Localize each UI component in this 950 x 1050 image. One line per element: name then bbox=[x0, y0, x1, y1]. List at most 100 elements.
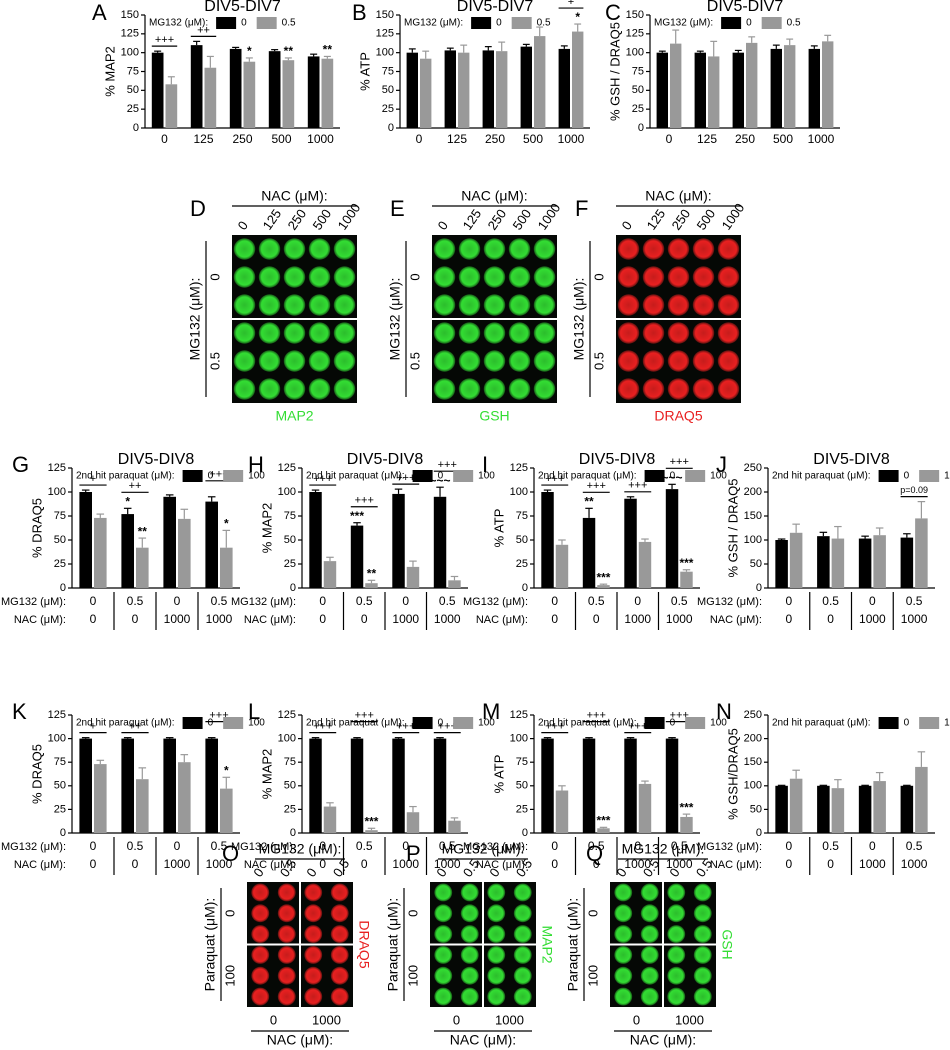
significance-mark: ** bbox=[323, 43, 333, 57]
y-tick-label: 100 bbox=[278, 733, 296, 745]
well bbox=[533, 238, 556, 260]
chart-title: DIV5-DIV8 bbox=[813, 451, 890, 468]
panel-letter: B bbox=[352, 0, 367, 25]
y-tick-label: 75 bbox=[516, 510, 528, 522]
y-axis-label: % GSH / DRAQ5 bbox=[725, 479, 740, 578]
well bbox=[458, 266, 481, 288]
y-tick-label: 125 bbox=[278, 709, 296, 721]
bar bbox=[873, 535, 886, 588]
y-tick-label: 50 bbox=[516, 534, 528, 546]
bar bbox=[282, 60, 295, 129]
legend-swatch bbox=[182, 717, 203, 729]
well bbox=[283, 378, 306, 400]
x-tick-label: 500 bbox=[773, 132, 793, 146]
well bbox=[640, 966, 659, 985]
well bbox=[283, 238, 306, 260]
well bbox=[508, 378, 531, 400]
y-tick-label: 150 bbox=[744, 756, 762, 768]
y-tick-label: 25 bbox=[54, 803, 66, 815]
well bbox=[693, 904, 712, 923]
significance-mark: *** bbox=[596, 814, 610, 828]
well bbox=[304, 987, 323, 1006]
well bbox=[487, 925, 506, 944]
well bbox=[277, 883, 296, 902]
column-label: 0.5 bbox=[330, 856, 353, 879]
legend-swatch bbox=[721, 17, 742, 29]
category-row-title: NAC (μM): bbox=[476, 859, 528, 871]
comparison-mark: +++ bbox=[587, 480, 606, 492]
well bbox=[508, 266, 531, 288]
legend-swatch bbox=[412, 470, 433, 482]
category-row-title: MG132 (μM): bbox=[1, 841, 66, 853]
well bbox=[251, 987, 270, 1006]
x-tick-label: 0 bbox=[90, 612, 97, 626]
bar bbox=[541, 738, 554, 833]
x-tick-label: 0 bbox=[634, 839, 641, 853]
legend-label: 100 bbox=[944, 471, 950, 482]
well bbox=[433, 266, 456, 288]
y-tick-label: 25 bbox=[382, 103, 394, 115]
bar bbox=[121, 738, 134, 833]
legend-label: 100 bbox=[710, 471, 727, 482]
y-tick-label: 100 bbox=[744, 534, 762, 546]
well bbox=[614, 945, 633, 964]
comparison-mark: ++ bbox=[197, 24, 210, 36]
legend-swatch bbox=[182, 470, 203, 482]
bar bbox=[163, 496, 176, 588]
row-label: 0 bbox=[407, 273, 422, 280]
column-label: 500 bbox=[309, 206, 334, 232]
well bbox=[283, 266, 306, 288]
row-title: Paraquat (μM): bbox=[565, 898, 581, 992]
well bbox=[277, 945, 296, 964]
bar bbox=[582, 738, 596, 833]
well bbox=[333, 238, 356, 260]
y-tick-label: 25 bbox=[54, 558, 66, 570]
y-tick-label: 125 bbox=[48, 709, 66, 721]
chart-title: DIV5-DIV8 bbox=[118, 451, 195, 468]
bar bbox=[406, 566, 420, 588]
well bbox=[617, 378, 640, 400]
bar bbox=[746, 42, 758, 128]
bar bbox=[178, 762, 191, 833]
legend-label: 0 bbox=[208, 718, 214, 729]
bar bbox=[858, 785, 872, 833]
well bbox=[692, 294, 715, 316]
stain-label: GSH bbox=[719, 929, 735, 959]
well bbox=[508, 350, 531, 372]
legend-swatch bbox=[223, 717, 244, 729]
panel-letter: M bbox=[482, 699, 500, 724]
well bbox=[642, 266, 665, 288]
bar bbox=[656, 52, 668, 128]
bar bbox=[808, 48, 820, 128]
well bbox=[693, 925, 712, 944]
y-tick-label: 50 bbox=[516, 780, 528, 792]
category-row-title: MG132 (μM): bbox=[463, 596, 528, 608]
well bbox=[258, 322, 281, 344]
legend-swatch bbox=[511, 17, 532, 29]
x-tick-label: 1000 bbox=[808, 132, 835, 146]
bar bbox=[94, 764, 107, 833]
significance-mark: * bbox=[224, 763, 229, 777]
significance-mark: ~~~ bbox=[430, 473, 451, 487]
column-label: 250 bbox=[668, 206, 693, 232]
y-tick-label: 100 bbox=[510, 733, 528, 745]
bar bbox=[420, 58, 432, 129]
well bbox=[693, 966, 712, 985]
well bbox=[458, 350, 481, 372]
well bbox=[667, 904, 686, 923]
panel-letter: E bbox=[390, 196, 405, 221]
chart-title: DIV5-DIV8 bbox=[347, 451, 424, 468]
bottom-label: 0 bbox=[270, 1012, 277, 1027]
bar bbox=[136, 779, 149, 833]
x-tick-label: 0.5 bbox=[588, 839, 605, 853]
stain-label: GSH bbox=[479, 408, 509, 424]
significance-mark: * bbox=[125, 494, 130, 508]
category-row-title: NAC (μM): bbox=[710, 614, 762, 626]
bar bbox=[94, 517, 107, 588]
y-tick-label: 100 bbox=[744, 780, 762, 792]
bar bbox=[205, 738, 218, 833]
x-tick-label: 0 bbox=[551, 594, 558, 608]
legend-label: 0 bbox=[241, 18, 247, 29]
bar bbox=[732, 52, 744, 128]
well bbox=[433, 294, 456, 316]
